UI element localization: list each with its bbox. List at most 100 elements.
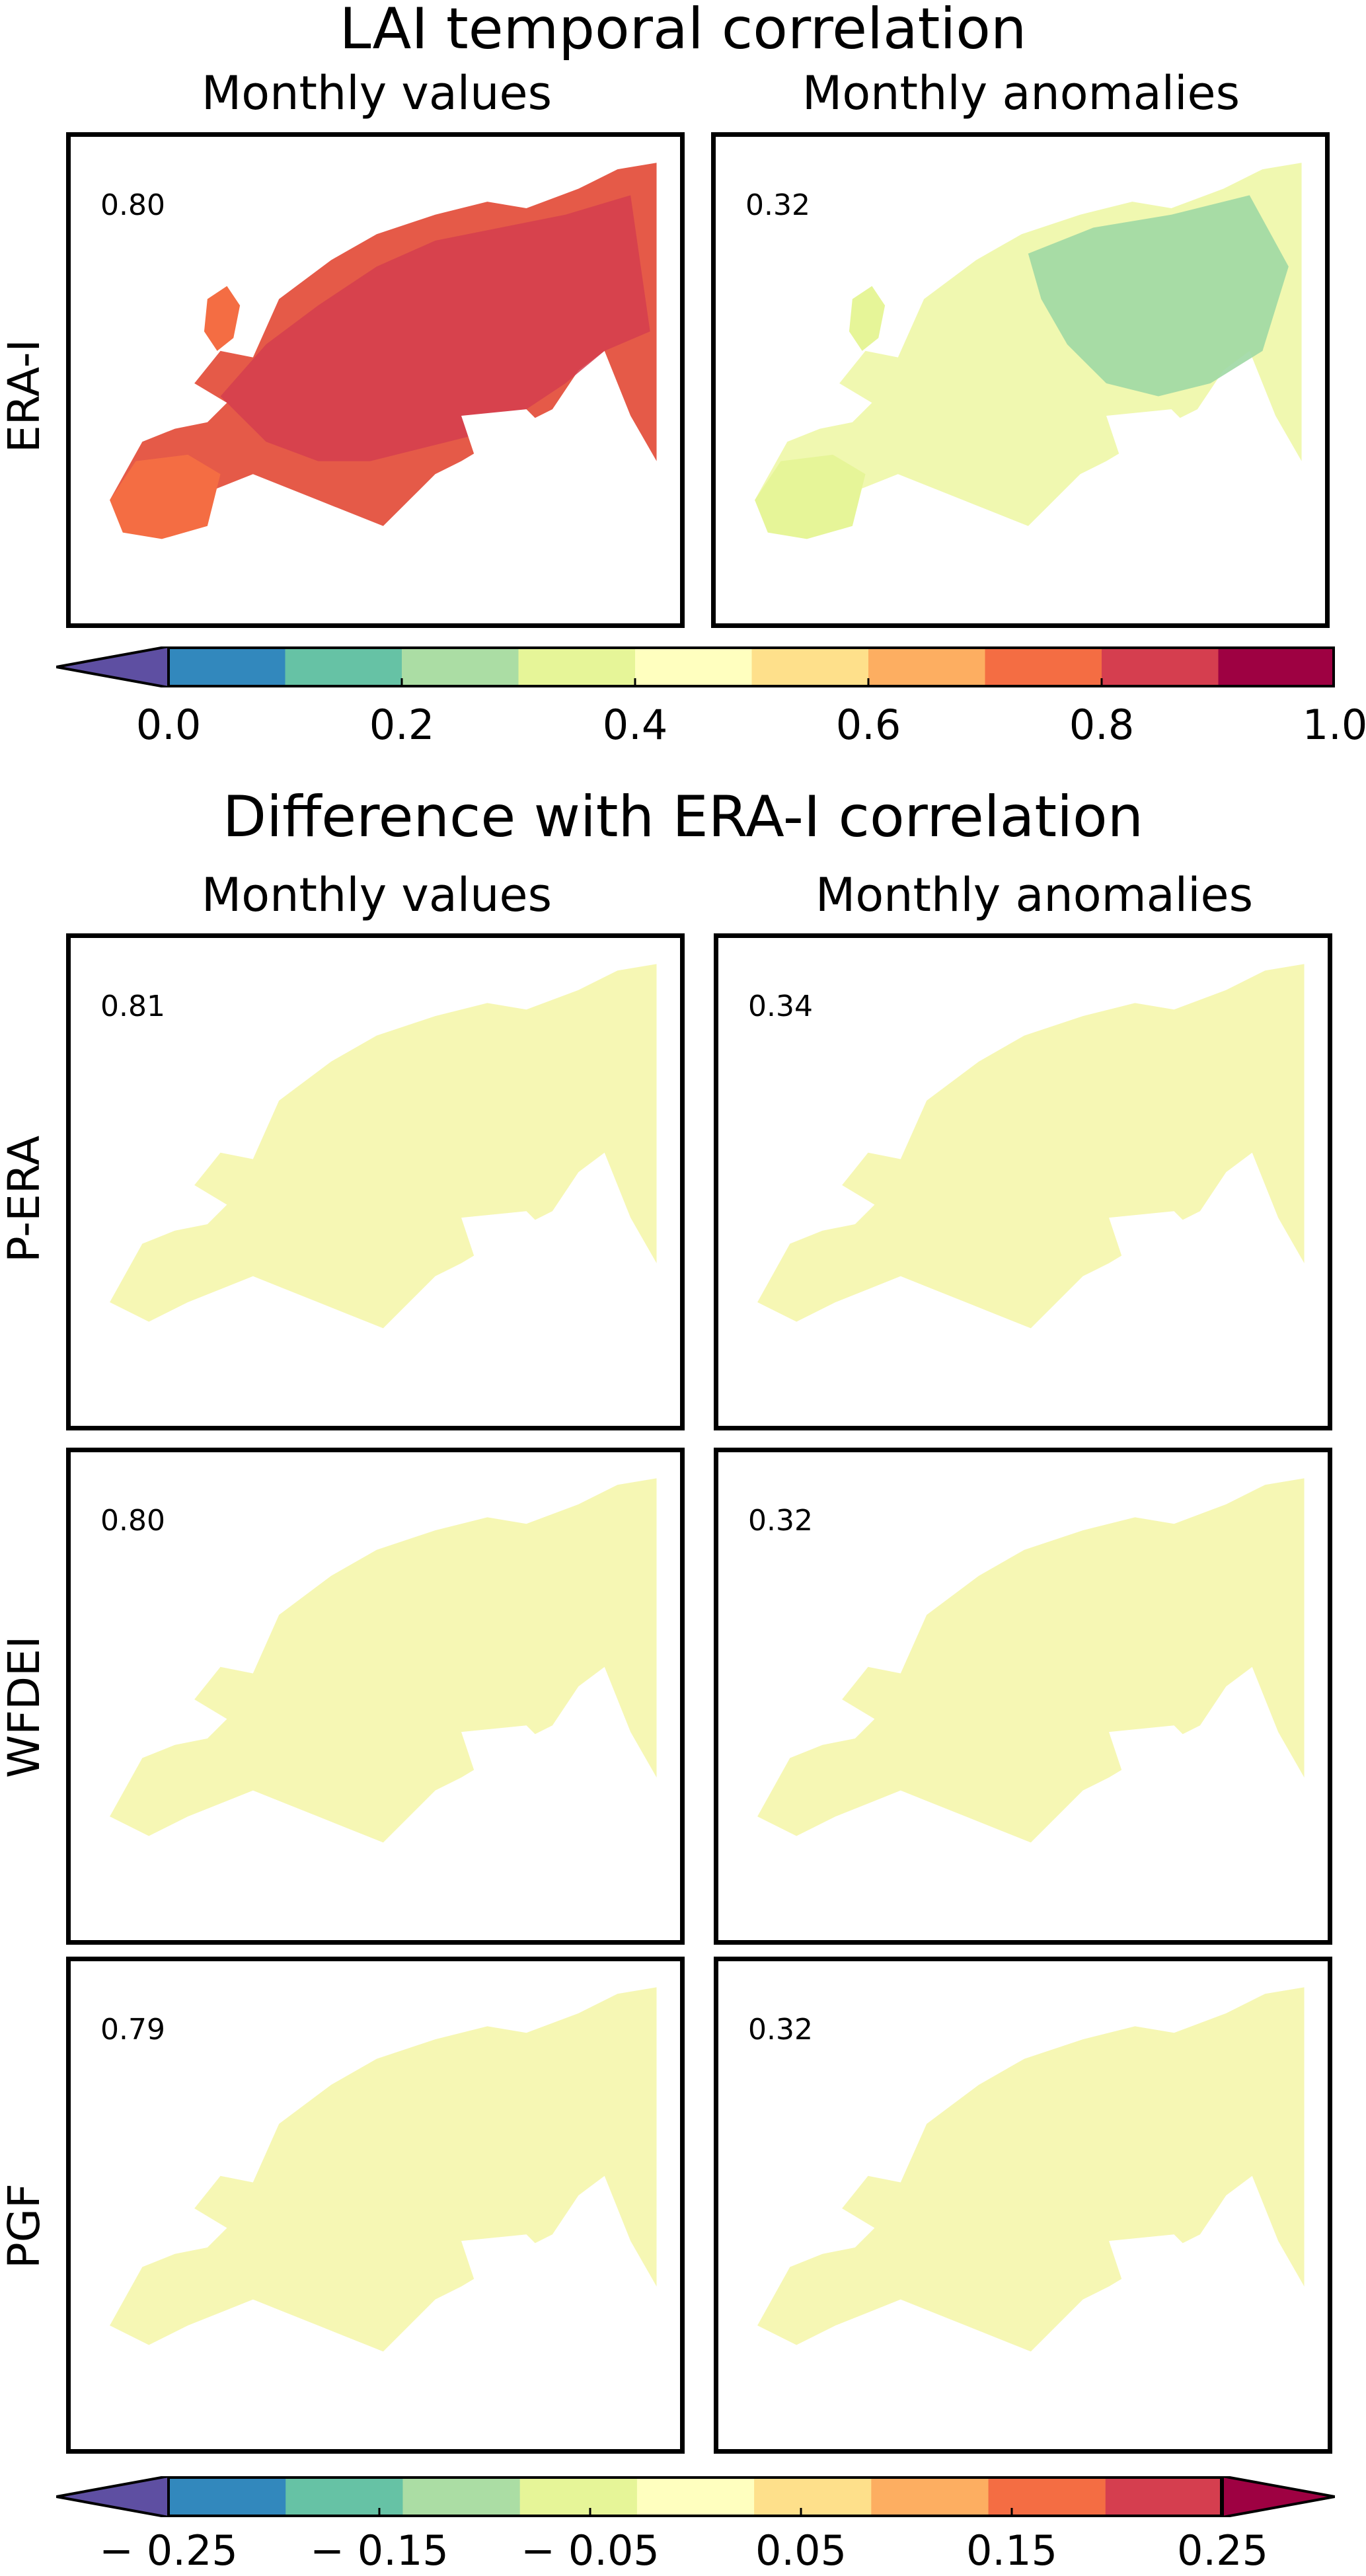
map-svg — [757, 1478, 1305, 1843]
colorbar-segment — [985, 646, 1102, 687]
map-panel-wfdei-values: 0.80 — [66, 1448, 685, 1945]
colorbar-segment — [636, 2476, 755, 2517]
correlation-value: 0.32 — [748, 1504, 813, 1538]
colorbar-segment — [871, 2476, 989, 2517]
colorbar-extend-min — [56, 2476, 170, 2517]
colorbar-tick-label: 0.4 — [602, 701, 668, 749]
colorbar-tick-label: 0.8 — [1069, 701, 1135, 749]
europe-region-shape — [110, 964, 657, 1329]
colorbar-border — [167, 646, 1335, 687]
column-title-monthly-anomalies-bottom: Monthly anomalies — [815, 868, 1254, 922]
black-sea-shape — [1109, 1211, 1200, 1263]
colorbar-bottom — [56, 2476, 1335, 2517]
caspian-shape — [565, 2221, 611, 2300]
map-panel-era-i-values: 0.80 — [66, 132, 685, 628]
colorbar-segment — [1105, 2476, 1223, 2517]
map-svg — [110, 964, 657, 1329]
colorbar-tick-label: 1.0 — [1302, 701, 1366, 749]
correlation-value: 0.32 — [748, 2013, 813, 2047]
colorbar-top — [56, 646, 1335, 687]
caspian-shape — [565, 1198, 611, 1276]
black-sea-shape — [1109, 2234, 1200, 2286]
colorbar-segment — [518, 646, 636, 687]
colorbar-tick-label: 0.15 — [966, 2526, 1058, 2575]
europe-core-shape — [220, 195, 650, 461]
black-sea-shape — [461, 1725, 552, 1777]
colorbar-segment — [635, 646, 752, 687]
map-svg — [757, 1987, 1305, 2352]
europe-region-shape — [757, 964, 1305, 1329]
colorbar-tick-label: − 0.05 — [521, 2526, 660, 2575]
colorbar-segment — [285, 646, 402, 687]
colorbar-segment — [285, 2476, 403, 2517]
map-panel-wfdei-anomalies: 0.32 — [714, 1448, 1332, 1945]
colorbar-segment — [868, 646, 985, 687]
map-panel-p-era-values: 0.81 — [66, 933, 685, 1430]
colorbar-extend-min — [56, 646, 170, 687]
correlation-value: 0.79 — [100, 2013, 165, 2047]
chart-title-bottom: Difference with ERA-I correlation — [222, 784, 1144, 850]
colorbar-tick-label: 0.6 — [835, 701, 901, 749]
map-panel-era-i-anomalies: 0.32 — [711, 132, 1330, 628]
map-svg — [110, 1987, 657, 2352]
caspian-shape — [1213, 1198, 1259, 1276]
colorbar-segment — [402, 646, 519, 687]
europe-region-shape — [757, 1478, 1305, 1843]
row-label-pgf: PGF — [0, 2183, 50, 2269]
map-panel-pgf-values: 0.79 — [66, 1957, 685, 2454]
black-sea-shape — [461, 1211, 552, 1263]
column-title-monthly-values-bottom: Monthly values — [201, 868, 552, 922]
colorbar-segment — [402, 2476, 521, 2517]
map-panel-pgf-anomalies: 0.32 — [714, 1957, 1332, 2454]
colorbar-tick-label: 0.05 — [755, 2526, 847, 2575]
map-svg — [110, 1478, 657, 1843]
uk-shape — [204, 286, 241, 351]
europe-core-shape — [1028, 195, 1289, 397]
column-title-monthly-values-top: Monthly values — [201, 66, 552, 120]
colorbar-tick-label: − 0.15 — [310, 2526, 449, 2575]
europe-region-shape — [110, 1478, 657, 1843]
colorbar-segment — [169, 2476, 286, 2517]
colorbar-segment — [754, 2476, 872, 2517]
europe-region-shape — [110, 1987, 657, 2352]
colorbar-tick-label: 0.2 — [369, 701, 435, 749]
colorbar-segment — [751, 646, 869, 687]
column-title-monthly-anomalies-top: Monthly anomalies — [802, 66, 1240, 120]
black-sea-shape — [1109, 1725, 1200, 1777]
correlation-value: 0.32 — [745, 188, 810, 222]
colorbar-segment — [169, 646, 285, 687]
map-svg — [755, 163, 1302, 539]
colorbar-segment — [988, 2476, 1106, 2517]
iberia-shape — [755, 454, 866, 539]
uk-shape — [849, 286, 886, 351]
iberia-shape — [110, 454, 221, 539]
colorbar-extend-max — [1221, 2476, 1335, 2517]
row-label-era-i: ERA-I — [0, 339, 50, 453]
caspian-shape — [565, 1712, 611, 1791]
caspian-shape — [1213, 1712, 1259, 1791]
caspian-shape — [565, 396, 611, 475]
correlation-value: 0.81 — [100, 990, 165, 1023]
correlation-value: 0.80 — [100, 1504, 165, 1538]
map-panel-p-era-anomalies: 0.34 — [714, 933, 1332, 1430]
colorbar-tick-label: 0.0 — [135, 701, 202, 749]
map-svg — [110, 163, 657, 539]
colorbar-border — [167, 2476, 1223, 2517]
colorbar-svg — [56, 646, 1335, 687]
row-label-wfdei: WFDEI — [0, 1635, 50, 1778]
caspian-shape — [1213, 2221, 1259, 2300]
colorbar-segment — [1102, 646, 1219, 687]
colorbar-svg — [56, 2476, 1335, 2517]
correlation-value: 0.80 — [100, 188, 165, 222]
caspian-shape — [1210, 396, 1256, 475]
row-label-p-era: P-ERA — [0, 1135, 50, 1263]
correlation-value: 0.34 — [748, 990, 813, 1023]
black-sea-shape — [461, 409, 552, 461]
colorbar-segment — [519, 2476, 638, 2517]
colorbar-tick-label: 0.25 — [1176, 2526, 1269, 2575]
black-sea-shape — [461, 2234, 552, 2286]
chart-title-top: LAI temporal correlation — [339, 0, 1027, 62]
colorbar-tick-label: − 0.25 — [99, 2526, 238, 2575]
black-sea-shape — [1106, 409, 1197, 461]
colorbar-segment — [1218, 646, 1335, 687]
